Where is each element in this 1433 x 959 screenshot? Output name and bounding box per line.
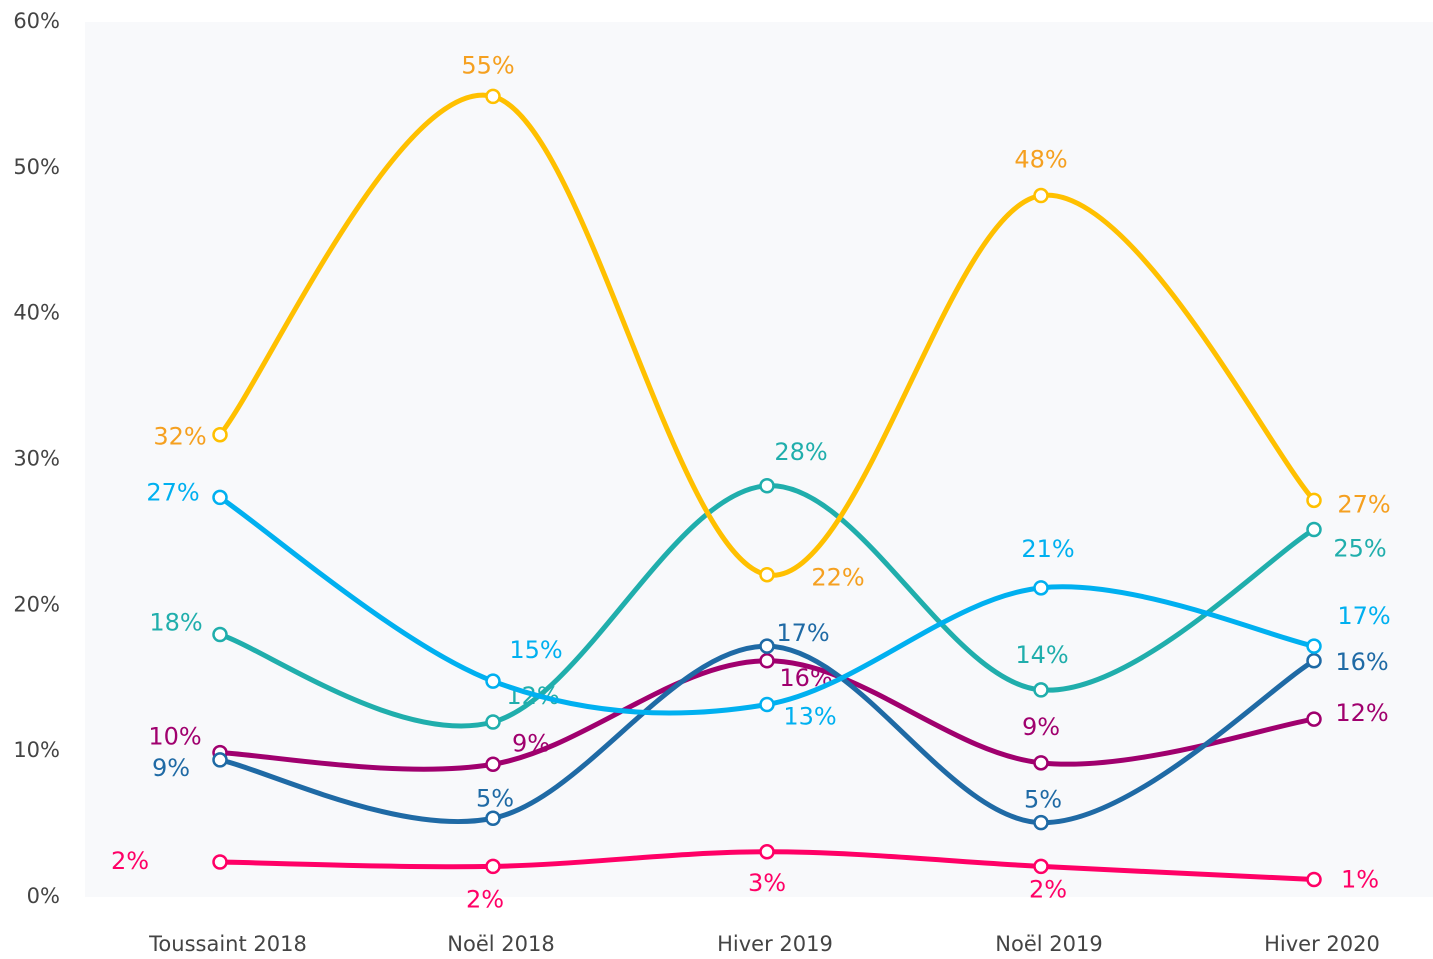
data-label: 12% — [1335, 699, 1388, 727]
point-marker — [1033, 187, 1049, 204]
y-tick-label: 20% — [13, 592, 60, 616]
data-label: 32% — [153, 423, 206, 451]
point-marker — [1306, 871, 1322, 888]
plot-area — [85, 22, 1433, 897]
point-marker — [1033, 755, 1049, 771]
point-marker — [212, 854, 228, 870]
data-label: 13% — [783, 703, 836, 731]
point-marker — [485, 88, 501, 105]
point-marker — [485, 714, 501, 730]
point-marker — [1033, 580, 1049, 596]
x-tick-label: Toussaint 2018 — [148, 932, 307, 956]
point-marker — [212, 752, 228, 768]
point-marker — [1306, 521, 1322, 538]
point-marker — [759, 638, 775, 654]
y-tick-label: 60% — [13, 9, 60, 33]
data-label: 18% — [149, 609, 202, 637]
data-label: 27% — [146, 478, 199, 506]
data-label: 14% — [1015, 641, 1068, 669]
point-marker — [1033, 858, 1049, 875]
point-marker — [759, 478, 775, 494]
point-marker — [759, 844, 775, 860]
x-tick-label: Noël 2019 — [995, 932, 1102, 956]
y-tick-label: 40% — [13, 301, 60, 325]
data-label: 27% — [1337, 490, 1390, 518]
point-marker — [485, 810, 501, 826]
y-tick-label: 30% — [13, 447, 60, 471]
point-marker — [1306, 711, 1322, 727]
point-marker — [485, 756, 501, 773]
y-tick-label: 50% — [13, 155, 60, 179]
point-marker — [1306, 492, 1322, 509]
x-tick-label: Hiver 2020 — [1264, 932, 1380, 956]
data-label: 9% — [1022, 713, 1060, 741]
point-marker — [485, 673, 501, 689]
x-tick-label: Hiver 2019 — [717, 932, 833, 956]
data-label: 22% — [811, 564, 864, 592]
data-label: 28% — [774, 438, 827, 466]
data-label: 2% — [466, 885, 504, 913]
data-label: 2% — [1029, 875, 1067, 903]
point-marker — [212, 489, 228, 506]
point-marker — [212, 426, 228, 443]
point-marker — [759, 653, 775, 669]
data-label: 48% — [1014, 146, 1067, 174]
data-label: 15% — [509, 636, 562, 664]
point-marker — [1306, 653, 1322, 669]
data-label: 17% — [1337, 602, 1390, 630]
point-marker — [759, 696, 775, 713]
point-marker — [212, 626, 228, 643]
point-marker — [1033, 682, 1049, 698]
data-label: 55% — [461, 51, 514, 79]
y-tick-label: 10% — [13, 738, 60, 762]
data-label: 9% — [512, 729, 550, 757]
data-label: 16% — [1335, 648, 1388, 676]
data-label: 1% — [1341, 866, 1379, 894]
data-label: 9% — [152, 754, 190, 782]
y-tick-label: 0% — [27, 884, 60, 908]
data-label: 5% — [476, 784, 514, 812]
point-marker — [1033, 814, 1049, 831]
point-marker — [485, 858, 501, 875]
data-label: 17% — [776, 619, 829, 647]
data-label: 10% — [148, 723, 201, 751]
point-marker — [1306, 638, 1322, 654]
data-label: 21% — [1021, 535, 1074, 563]
x-tick-label: Noël 2018 — [447, 932, 554, 956]
data-label: 5% — [1024, 786, 1062, 814]
point-marker — [759, 566, 775, 583]
data-label: 25% — [1333, 535, 1386, 563]
data-label: 3% — [748, 869, 786, 897]
data-label: 2% — [111, 847, 149, 875]
